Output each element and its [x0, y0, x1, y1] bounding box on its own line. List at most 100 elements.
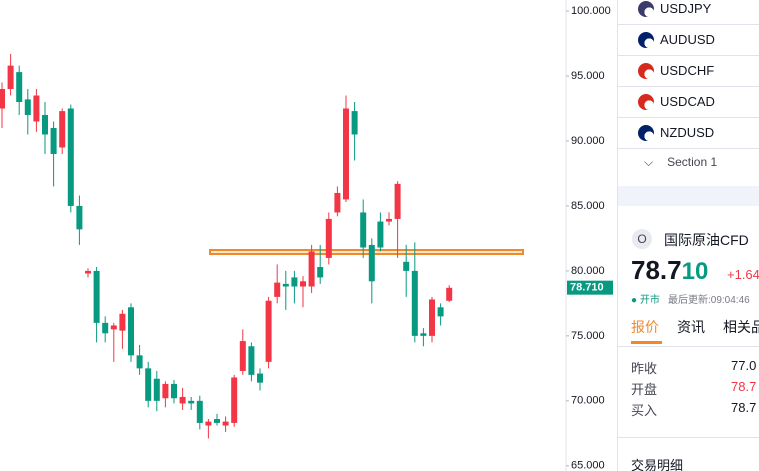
symbol: AUDUSD	[660, 32, 715, 47]
candle-body	[188, 400, 195, 404]
tab[interactable]: 报价	[631, 319, 659, 335]
flag-icon	[638, 125, 654, 141]
y-tick-label: 100.000	[571, 5, 611, 17]
candle-body	[429, 299, 435, 336]
watchlist-row[interactable]: USDJPY	[618, 0, 759, 25]
candle-body	[394, 183, 401, 219]
candle-body	[274, 282, 281, 297]
candle-body	[411, 270, 418, 336]
candle-body	[0, 89, 5, 109]
price-tail: 10	[681, 258, 709, 285]
flag-icon	[638, 63, 654, 79]
candle-body	[368, 244, 375, 282]
candle-body	[171, 383, 177, 399]
candle-body	[420, 333, 427, 336]
candle-body	[76, 205, 83, 230]
watchlist-row[interactable]: USDCAD	[618, 87, 759, 118]
tab[interactable]: 相关品	[723, 319, 759, 335]
price-change: +1.64	[727, 267, 759, 282]
candle-body	[67, 108, 74, 206]
section-title: 交易明细	[631, 458, 684, 471]
candle-body	[128, 307, 134, 356]
y-tick-label: 75.000	[571, 330, 605, 342]
y-tick-label: 90.000	[571, 135, 605, 147]
candle-body	[196, 400, 203, 423]
symbol: NZDUSD	[660, 125, 715, 140]
drawn-rectangle[interactable]	[209, 249, 524, 255]
candle-body	[85, 270, 91, 274]
field-label: 开盘	[631, 382, 658, 397]
symbol-icon: O	[632, 229, 652, 249]
candle-body	[33, 95, 40, 122]
field-label: 昨收	[631, 361, 658, 376]
section-name: Section 1	[667, 155, 718, 169]
field-value: 78.7	[731, 400, 757, 415]
candle-body	[300, 281, 306, 287]
field-value: 77.0	[731, 358, 757, 373]
candle-body	[351, 111, 358, 135]
y-tick-label: 70.000	[571, 395, 605, 407]
candle-body	[205, 421, 212, 426]
last-price-label: 78.710	[570, 282, 604, 294]
candle-body	[248, 346, 255, 375]
tab[interactable]: 资讯	[677, 319, 705, 335]
candle-body	[42, 114, 48, 135]
divider	[618, 346, 759, 347]
panel-separator	[618, 186, 759, 206]
y-tick-label: 95.000	[571, 70, 605, 82]
watchlist-row[interactable]: AUDUSD	[618, 25, 759, 56]
watchlist-row[interactable]: USDCHF	[618, 56, 759, 87]
candle-body	[59, 111, 66, 148]
y-tick-label: 65.000	[571, 460, 605, 471]
symbol-name: 国际原油CFD	[664, 232, 749, 248]
candle-body	[446, 287, 453, 301]
symbol: USDCAD	[660, 94, 715, 109]
candle-body	[153, 378, 160, 401]
candle-body	[179, 396, 186, 404]
candle-body	[7, 65, 14, 90]
watchlist-row[interactable]: NZDUSD	[618, 118, 759, 149]
candle-body	[308, 251, 315, 287]
candle-body	[437, 307, 444, 317]
candle-body	[282, 283, 289, 287]
candle-body	[325, 218, 332, 258]
candle-body	[24, 99, 31, 115]
candle-body	[265, 300, 272, 362]
last-update: 最后更新:09:04:46	[668, 295, 750, 306]
chart: 100.000 95.000 90.000 85.000 80.000 75.000 70.…	[0, 0, 613, 471]
candle-body	[162, 383, 169, 399]
symbol: USDCHF	[660, 63, 715, 78]
candle-body	[214, 419, 220, 423]
candle-body	[257, 373, 263, 383]
flag-icon	[638, 94, 654, 110]
flag-icon	[638, 32, 654, 48]
candle-body	[360, 212, 367, 248]
candle-body	[110, 325, 117, 330]
side-panel: O 国际原油CFD 78.710 +1.64 ● 开市 最后更新:09:04:4…	[617, 0, 759, 471]
candle-body	[145, 368, 152, 401]
candle-body	[16, 72, 23, 102]
divider	[618, 437, 759, 438]
flag-icon	[638, 1, 654, 17]
candle-body	[50, 127, 57, 154]
candle-body	[136, 355, 143, 369]
symbol: USDJPY	[660, 1, 712, 16]
last-price-tag	[567, 280, 613, 295]
price-main: 78.7	[631, 255, 682, 285]
candle-body	[386, 218, 392, 222]
tab-underline	[631, 341, 662, 344]
candle-body	[377, 221, 384, 248]
chevron: ⌵	[644, 155, 654, 169]
candle-body	[334, 192, 341, 213]
candle-body	[119, 313, 126, 331]
section-header[interactable]: ⌵ Section 1	[644, 155, 717, 170]
market-status: 开市	[639, 295, 660, 306]
candle-body	[403, 261, 410, 271]
field-value: 78.7	[731, 379, 757, 394]
candle-body	[239, 341, 246, 371]
field-label: 买入	[631, 403, 658, 418]
y-tick-label: 80.000	[571, 265, 605, 277]
candle-body	[222, 421, 229, 426]
candle-body	[343, 108, 349, 200]
